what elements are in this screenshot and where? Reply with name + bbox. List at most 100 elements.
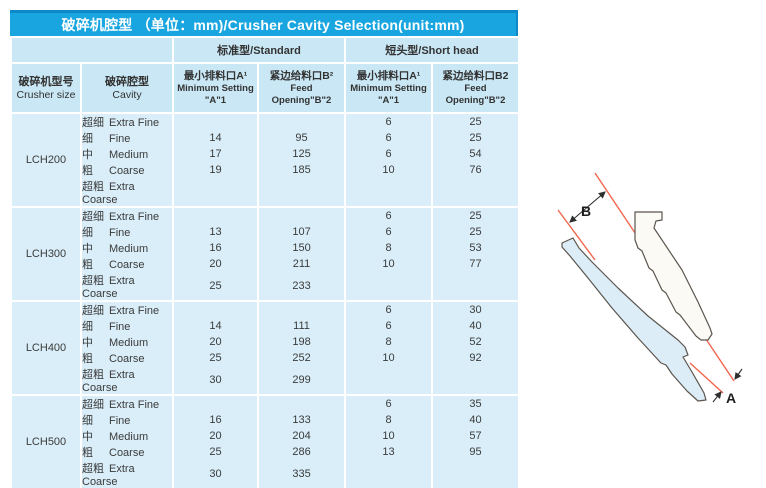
value-cell: 286 [256,444,347,460]
table-row: LCH300 超细 Extra Fine 6 25 [10,206,521,301]
cavity-en-label: Extra Fine [109,399,160,411]
dimension-arrow-b [569,191,606,223]
table-row: 中 Medium 16 150 8 53 [11,240,521,256]
value-cell: 25 [431,112,521,130]
crusher-model-cell: LCH400 [10,300,82,395]
datasheet-page: 破碎机腔型 （单位：mm)/Crusher Cavity Selection(u… [10,10,743,488]
cavity-zh-label: 超细 [82,399,104,411]
value-cell: 107 [256,224,347,240]
value-cell: 6 [344,112,434,130]
value-cell: 40 [431,412,521,428]
cavity-zh-label: 超粗 [82,275,104,287]
value-cell [431,460,521,488]
table-row: 粗 Coarse 20 211 10 77 [11,256,521,272]
value-cell: 13 [344,444,434,460]
value-cell: 14 [172,318,259,334]
cavity-zh-label: 细 [82,321,93,333]
value-cell: 95 [256,130,347,146]
value-cell [172,206,259,224]
cavity-zh-label: 中 [82,243,93,255]
value-cell: 8 [344,412,434,428]
value-cell: 25 [431,224,521,240]
value-cell: 10 [344,428,434,444]
value-cell: 211 [256,256,347,272]
cavity-zh-label: 细 [82,227,93,239]
value-cell: 25 [431,130,521,146]
cavity-zh-label: 粗 [82,447,93,459]
table-row: 粗 Coarse 19 185 10 76 [11,162,521,178]
value-cell: 198 [256,334,347,350]
cavity-zh-label: 超细 [82,305,104,317]
cavity-en-label: Medium [109,431,149,443]
cavity-zh-label: 粗 [82,353,93,365]
cavity-en-label: Fine [109,133,131,145]
value-cell: 10 [344,162,434,178]
value-cell: 40 [431,318,521,334]
cavity-en-label: Fine [109,227,131,239]
value-cell: 6 [344,394,434,412]
value-cell: 25 [172,350,259,366]
table-row: 粗 Coarse 25 286 13 95 [11,444,521,460]
cavity-en-label: Fine [109,321,131,333]
value-cell: 35 [431,394,521,412]
value-cell: 252 [256,350,347,366]
cavity-en-label: Coarse [109,353,145,365]
value-cell [256,178,347,207]
value-cell: 10 [344,256,434,272]
table-row: 细 Fine 14 95 6 25 [11,130,521,146]
cavity-diagram: B A [557,172,743,406]
col-header-crusher-size: 破碎机型号 Crusher size [10,63,82,113]
value-cell: 30 [431,300,521,318]
value-cell [172,394,259,412]
cavity-type-cell: 粗 Coarse [80,350,174,366]
value-cell [344,178,434,207]
value-cell: 20 [172,334,259,350]
table-row: 细 Fine 14 111 6 40 [11,318,521,334]
cavity-type-cell: 细 Fine [80,130,174,146]
table-row: 细 Fine 16 133 8 40 [11,412,521,428]
table-title: 破碎机腔型 （单位：mm)/Crusher Cavity Selection(u… [61,16,465,33]
cavity-type-cell: 超粗 Extra Coarse [80,178,174,207]
table-row: 中 Medium 17 125 6 54 [11,146,521,162]
table-row: 粗 Coarse 25 252 10 92 [11,350,521,366]
value-cell [431,366,521,395]
cavity-zh-label: 超粗 [82,181,104,193]
cavity-zh-label: 超细 [82,117,104,129]
value-cell [344,366,434,395]
col-header-sh-feed-opening: 紧边给料口B2 Feed Opening"B"2 [431,63,521,113]
value-cell [172,112,259,130]
value-cell: 125 [256,146,347,162]
value-cell [256,206,347,224]
value-cell: 25 [172,272,259,301]
value-cell: 54 [431,146,521,162]
cavity-en-label: Medium [109,149,149,161]
value-cell [431,178,521,207]
value-cell: 76 [431,162,521,178]
table-row: 超粗 Extra Coarse [11,178,521,207]
cavity-type-cell: 超粗 Extra Coarse [80,366,174,395]
cavity-type-cell: 粗 Coarse [80,256,174,272]
cavity-en-label: Coarse [109,165,145,177]
value-cell: 20 [172,428,259,444]
cavity-type-cell: 超细 Extra Fine [80,112,174,130]
value-cell [344,460,434,488]
value-cell: 150 [256,240,347,256]
table-row: LCH500 超细 Extra Fine 6 35 [10,394,521,488]
type-header-row: 标准型/Standard 短头型/Short head [10,38,521,64]
value-cell [344,272,434,301]
value-cell: 133 [256,412,347,428]
cavity-en-label: Fine [109,415,131,427]
value-cell: 233 [256,272,347,301]
dimension-label-b: B [581,203,591,219]
cavity-type-cell: 粗 Coarse [80,444,174,460]
cavity-en-label: Medium [109,243,149,255]
value-cell: 57 [431,428,521,444]
table-row: 中 Medium 20 204 10 57 [11,428,521,444]
cavity-en-label: Coarse [109,447,145,459]
col-header-cavity: 破碎腔型 Cavity [80,63,174,113]
value-cell: 6 [344,300,434,318]
cavity-en-label: Extra Coarse [82,369,135,394]
cavity-type-cell: 细 Fine [80,224,174,240]
dimension-label-a: A [726,390,736,406]
cavity-en-label: Extra Coarse [82,275,135,300]
